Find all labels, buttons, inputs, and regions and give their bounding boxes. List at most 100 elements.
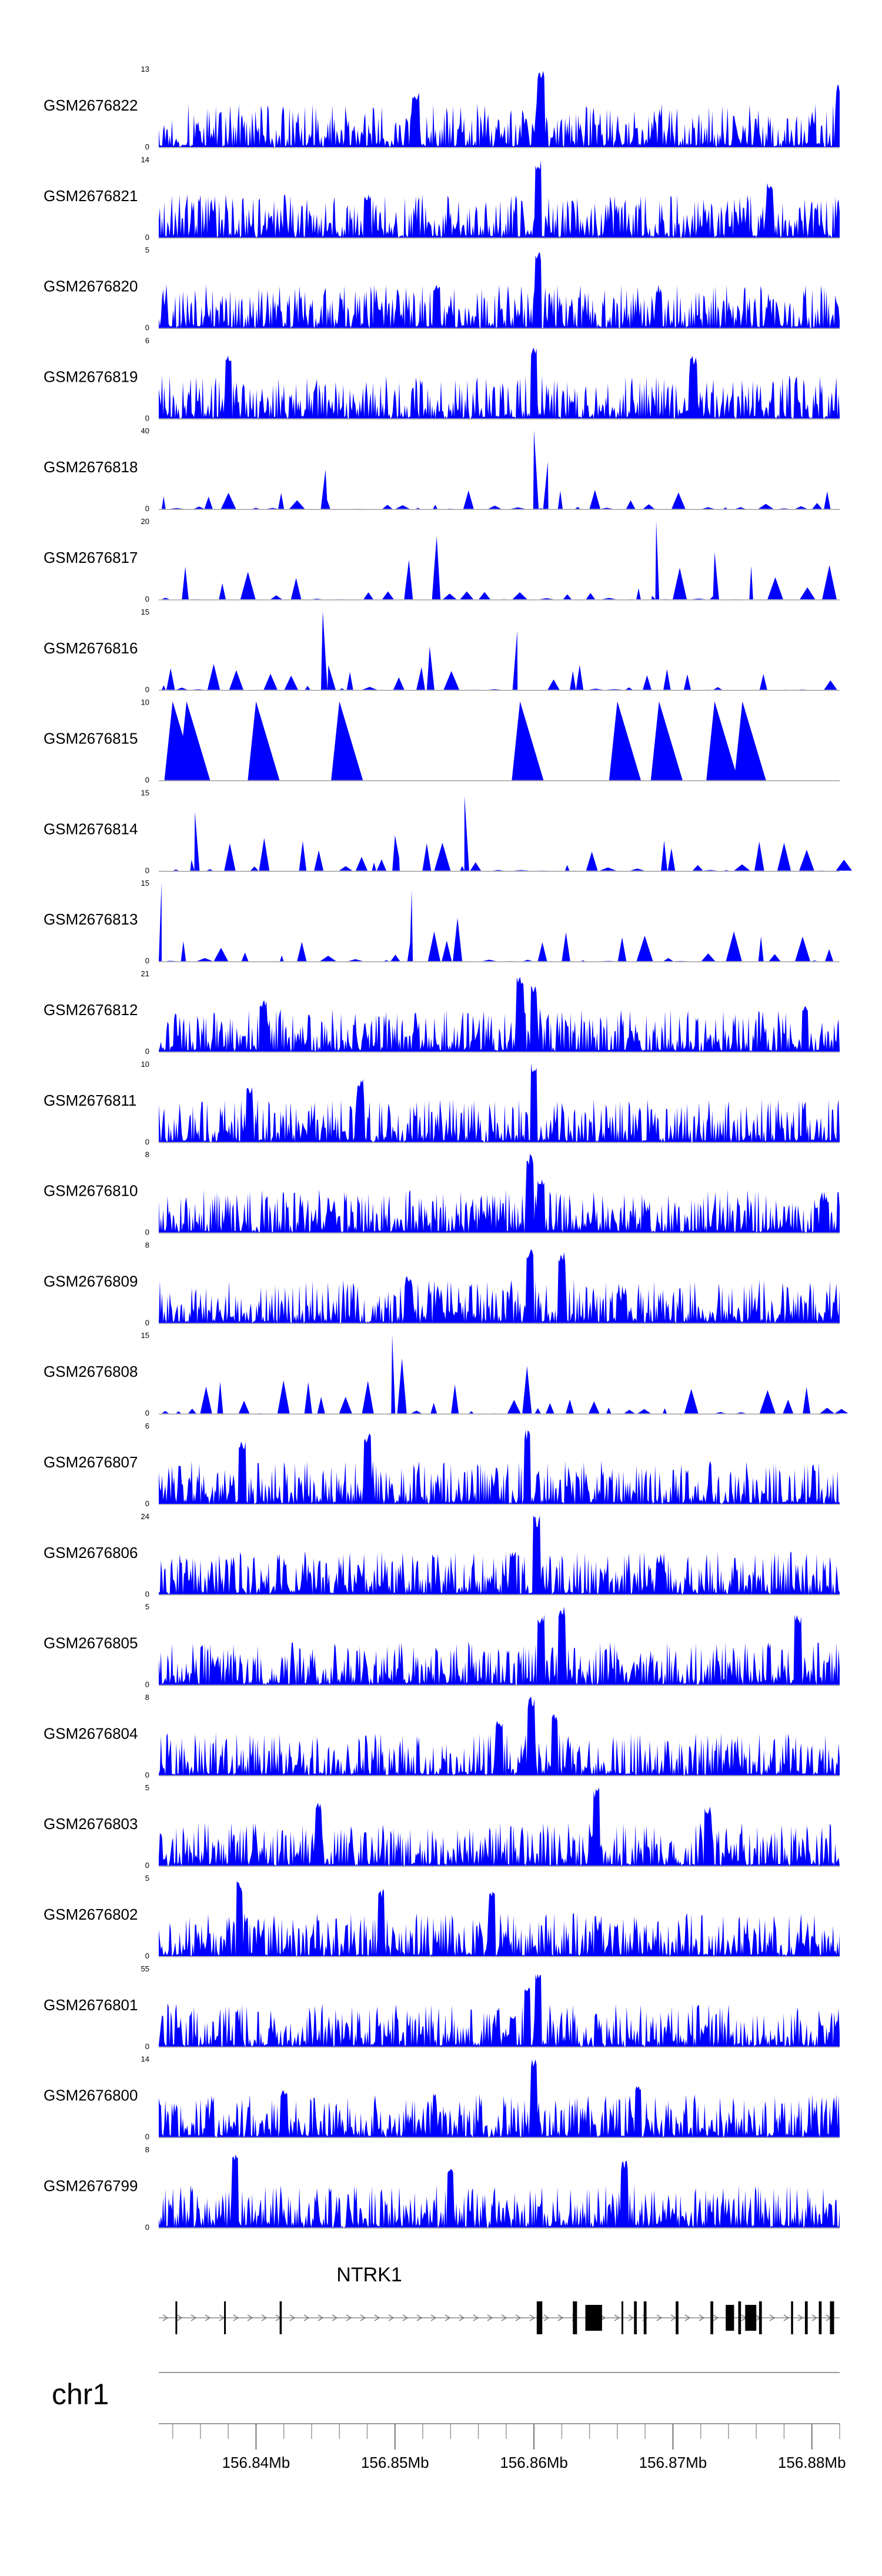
strand-arrow xyxy=(459,2314,465,2321)
gene-exon xyxy=(738,2301,741,2334)
strand-arrow xyxy=(543,2314,550,2321)
track-min-label: 0 xyxy=(145,504,149,513)
strand-arrow xyxy=(713,2314,719,2321)
strand-arrow xyxy=(388,2314,395,2321)
track-min-label: 0 xyxy=(145,1137,149,1146)
strand-arrow xyxy=(430,2314,437,2321)
track-max-label: 10 xyxy=(141,698,149,707)
track-max-label: 5 xyxy=(145,1603,149,1611)
track-max-label: 8 xyxy=(145,1240,149,1249)
gene-exon xyxy=(585,2305,602,2331)
track-label: GSM2676817 xyxy=(44,549,138,566)
track-max-label: 55 xyxy=(141,1964,149,1973)
gene-exon xyxy=(818,2301,822,2334)
track-label: GSM2676800 xyxy=(44,2087,138,2104)
strand-arrow xyxy=(769,2314,776,2321)
track-label: GSM2676811 xyxy=(44,1092,137,1109)
coverage-area xyxy=(159,610,840,690)
track-max-label: 8 xyxy=(145,1150,149,1159)
strand-arrow xyxy=(374,2314,380,2321)
strand-arrow xyxy=(346,2314,352,2321)
track-max-label: 13 xyxy=(141,65,149,74)
strand-arrow xyxy=(699,2314,705,2321)
gene-exon xyxy=(726,2305,734,2331)
strand-arrow xyxy=(529,2314,536,2321)
strand-arrow xyxy=(445,2314,451,2321)
track-label: GSM2676810 xyxy=(44,1182,138,1200)
track-label: GSM2676818 xyxy=(44,458,138,476)
track-label: GSM2676821 xyxy=(44,187,138,205)
strand-arrow xyxy=(614,2314,620,2321)
strand-arrow xyxy=(557,2314,564,2321)
track-gsm2676818: GSM2676818 40 0 xyxy=(44,426,840,513)
strand-arrow xyxy=(473,2314,479,2321)
strand-arrow xyxy=(515,2314,522,2321)
coverage-area xyxy=(159,252,840,328)
gene-exon xyxy=(573,2301,577,2334)
gene-exon xyxy=(634,2301,637,2334)
coverage-area xyxy=(159,1334,848,1414)
gene-exon xyxy=(224,2301,226,2334)
coverage-area xyxy=(159,1516,840,1594)
coverage-area xyxy=(159,1974,840,2047)
track-min-label: 0 xyxy=(145,233,149,242)
track-min-label: 0 xyxy=(145,1770,149,1779)
tick-label: 156.86Mb xyxy=(500,2454,568,2471)
track-gsm2676799: GSM2676799 8 0 xyxy=(44,2145,840,2231)
track-label: GSM2676820 xyxy=(44,278,138,295)
strand-arrow xyxy=(797,2314,804,2321)
track-label: GSM2676815 xyxy=(44,730,138,748)
track-max-label: 40 xyxy=(141,426,149,435)
track-min-label: 0 xyxy=(145,1047,149,1056)
track-min-label: 0 xyxy=(145,1409,149,1417)
track-gsm2676803: GSM2676803 5 0 xyxy=(44,1783,840,1870)
track-min-label: 0 xyxy=(145,866,149,875)
strand-arrow xyxy=(162,2314,169,2321)
gene-exon xyxy=(536,2301,543,2334)
coverage-area xyxy=(159,1606,840,1685)
gene-exon xyxy=(759,2301,762,2334)
coverage-area xyxy=(159,1154,840,1233)
gene-name-label: NTRK1 xyxy=(336,2264,402,2286)
track-max-label: 15 xyxy=(141,879,149,887)
track-max-label: 8 xyxy=(145,1693,149,1701)
track-max-label: 6 xyxy=(145,336,149,345)
coverage-area xyxy=(159,977,840,1052)
strand-arrow xyxy=(247,2314,253,2321)
track-gsm2676822: GSM2676822 13 0 xyxy=(44,65,840,151)
tick-label: 156.84Mb xyxy=(222,2454,290,2471)
strand-arrow xyxy=(261,2314,268,2321)
track-max-label: 8 xyxy=(145,2145,149,2154)
coverage-area xyxy=(159,520,840,599)
track-gsm2676809: GSM2676809 8 0 xyxy=(44,1240,840,1327)
tick-label: 156.87Mb xyxy=(639,2454,707,2471)
coverage-area xyxy=(159,1430,840,1504)
track-min-label: 0 xyxy=(145,1951,149,1960)
coverage-area xyxy=(159,1787,840,1866)
track-label: GSM2676802 xyxy=(44,1906,138,1923)
gene-track: NTRK1 xyxy=(159,2264,840,2334)
gene-exon xyxy=(830,2301,834,2334)
strand-arrow xyxy=(402,2314,409,2321)
gene-exon xyxy=(745,2305,757,2331)
strand-arrow xyxy=(656,2314,663,2321)
track-min-label: 0 xyxy=(145,1590,149,1599)
track-label: GSM2676808 xyxy=(44,1363,138,1380)
track-max-label: 5 xyxy=(145,1783,149,1792)
track-label: GSM2676806 xyxy=(44,1544,138,1561)
track-max-label: 15 xyxy=(141,608,149,616)
track-max-label: 6 xyxy=(145,1422,149,1430)
coverage-area xyxy=(159,430,840,509)
coverage-area xyxy=(159,1881,840,1956)
track-min-label: 0 xyxy=(145,956,149,965)
genome-axis: chr1 156.84Mb 156.85Mb 156.86Mb 156.87Mb 156.… xyxy=(52,2372,846,2471)
track-label: GSM2676801 xyxy=(44,1996,138,2014)
track-gsm2676802: GSM2676802 5 0 xyxy=(44,1874,840,1960)
track-max-label: 24 xyxy=(141,1512,149,1521)
gene-exon xyxy=(791,2301,793,2334)
gene-exon xyxy=(804,2301,808,2334)
track-label: GSM2676813 xyxy=(44,910,138,928)
strand-arrow xyxy=(360,2314,366,2321)
track-gsm2676814: GSM2676814 15 0 xyxy=(44,788,852,875)
